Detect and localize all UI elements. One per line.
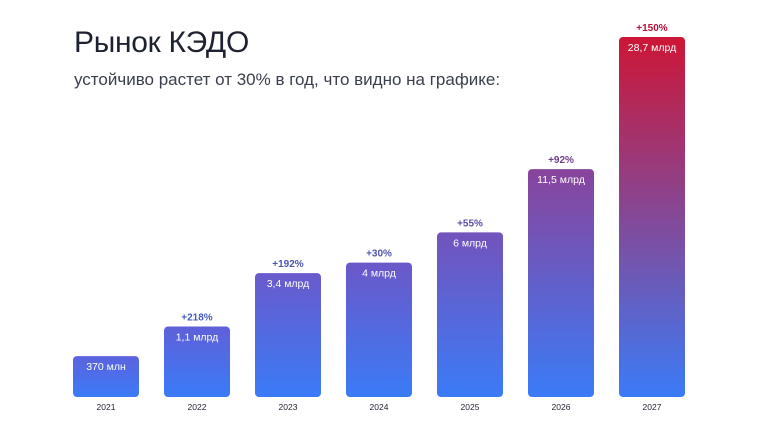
x-tick-label: 2023 — [279, 402, 298, 412]
bar-growth-label: +218% — [181, 313, 213, 324]
bar-2025 — [437, 232, 503, 397]
bar-value-label: 11,5 млрд — [537, 174, 585, 186]
bar-value-label: 3,4 млрд — [267, 278, 310, 290]
bar-value-label: 370 млн — [86, 361, 126, 373]
bar-value-label: 4 млрд — [362, 268, 396, 280]
bar-growth-label: +55% — [457, 218, 483, 229]
x-tick-label: 2022 — [188, 402, 207, 412]
bar-growth-label: +150% — [636, 23, 668, 34]
x-tick-label: 2026 — [552, 402, 571, 412]
chart-subtitle: устойчиво растет от 30% в год, что видно… — [74, 70, 501, 89]
bar-value-label: 1,1 млрд — [176, 332, 219, 344]
bar-growth-label: +92% — [548, 155, 574, 166]
bar-2027 — [619, 37, 685, 397]
bar-2021 — [73, 356, 139, 397]
x-tick-label: 2024 — [370, 402, 389, 412]
bar-value-label: 6 млрд — [453, 237, 487, 249]
chart-title: Рынок КЭДО — [74, 26, 249, 59]
bar-2026 — [528, 169, 594, 397]
x-tick-label: 2027 — [643, 402, 662, 412]
bar-growth-label: +192% — [272, 259, 304, 270]
bar-growth-label: +30% — [366, 249, 392, 260]
bar-value-label: 28,7 млрд — [628, 42, 676, 54]
x-tick-label: 2025 — [461, 402, 480, 412]
bar-2024 — [346, 262, 412, 397]
bar-2023 — [255, 273, 321, 397]
x-tick-label: 2021 — [97, 402, 116, 412]
bar-2022 — [164, 326, 230, 397]
